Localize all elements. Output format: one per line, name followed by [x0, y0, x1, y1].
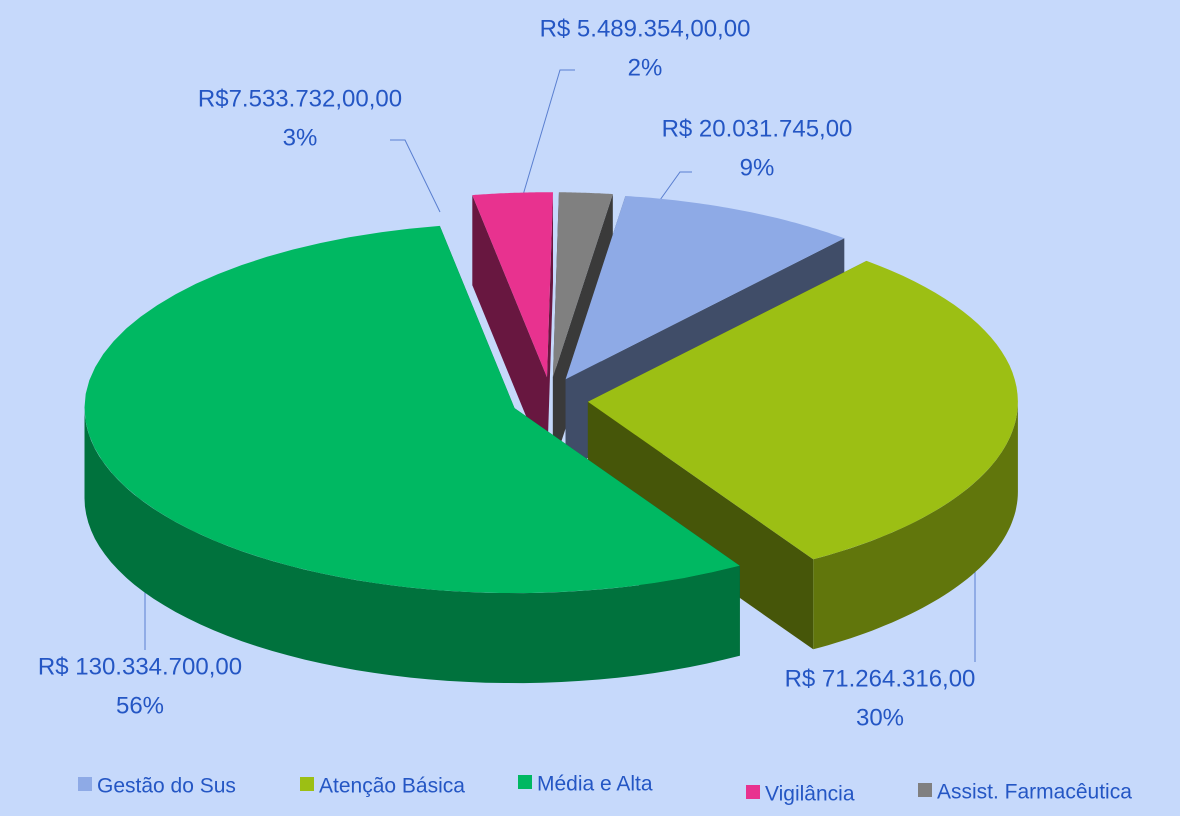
- legend-swatch: [918, 783, 932, 797]
- legend-label: Vigilância: [765, 783, 855, 806]
- value-label: 3%: [283, 124, 318, 151]
- slice: [565, 196, 845, 380]
- value-label: 2%: [628, 54, 663, 81]
- legend-swatch: [300, 777, 314, 791]
- slice-side: [84, 408, 740, 684]
- amount-label: R$ 130.334.700,00: [38, 653, 242, 680]
- value-label: 9%: [740, 154, 775, 181]
- leader-line: [390, 139, 441, 213]
- value-label: 56%: [116, 692, 164, 719]
- leader-line: [659, 171, 692, 201]
- slice-wall: [472, 195, 547, 468]
- legend-swatch: [518, 775, 532, 789]
- slice-wall: [547, 192, 553, 468]
- leader-line: [517, 69, 575, 213]
- legend-label: Média e Alta: [537, 773, 653, 796]
- value-label: 30%: [856, 704, 904, 731]
- slice-side: [813, 401, 1018, 650]
- amount-label: R$ 20.031.745,00: [662, 115, 853, 142]
- legend-swatch: [78, 777, 92, 791]
- slice: [587, 260, 1018, 560]
- slice: [552, 192, 613, 378]
- amount-label: R$7.533.732,00,00: [198, 85, 402, 112]
- legend-label: Atenção Básica: [319, 775, 465, 798]
- legend-swatch: [746, 785, 760, 799]
- legend-label: Gestão do Sus: [97, 775, 236, 798]
- slice: [84, 225, 740, 593]
- slice: [472, 192, 553, 378]
- legend-label: Assist. Farmacêutica: [937, 781, 1132, 804]
- amount-label: R$ 71.264.316,00: [785, 665, 976, 692]
- amount-label: R$ 5.489.354,00,00: [540, 15, 751, 42]
- slice-wall: [587, 401, 814, 650]
